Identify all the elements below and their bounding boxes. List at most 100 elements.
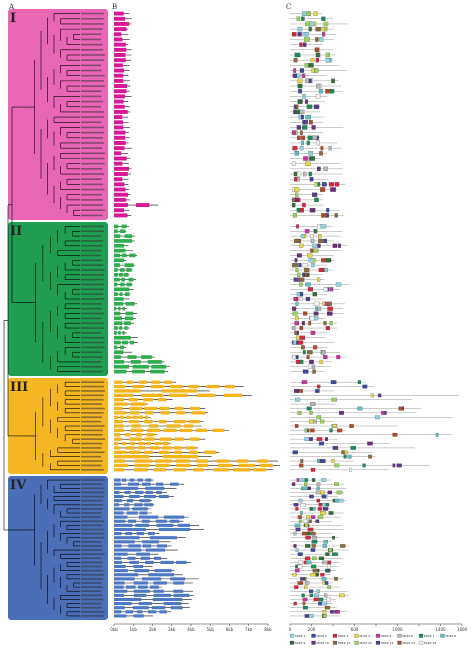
- motif-box: [302, 601, 306, 606]
- motif-box: [313, 311, 319, 316]
- exon: [114, 614, 127, 618]
- exon: [114, 585, 124, 589]
- motif-box: [293, 544, 297, 548]
- exon: [139, 511, 148, 515]
- exon: [138, 380, 148, 384]
- motif-box: [323, 355, 328, 360]
- motif-box: [299, 335, 306, 340]
- motif-box: [362, 384, 368, 389]
- exon: [163, 602, 182, 606]
- exon: [134, 503, 143, 507]
- motif-box: [347, 454, 352, 459]
- legend-label: Motif 10: [317, 641, 329, 645]
- axis-tick-label: 0kb: [110, 627, 118, 632]
- motif-box: [299, 359, 304, 364]
- exon: [196, 393, 216, 397]
- motif-box: [316, 486, 320, 491]
- exon: [114, 109, 128, 114]
- exon: [114, 224, 119, 229]
- axis-tick-label: 1600: [457, 627, 468, 632]
- motif-box: [296, 224, 299, 229]
- exon: [133, 589, 150, 593]
- exon: [154, 441, 162, 446]
- motif-box: [305, 282, 311, 287]
- exon: [131, 424, 141, 428]
- legend-swatch: [418, 640, 424, 645]
- exon: [114, 99, 124, 104]
- motif-box: [326, 597, 331, 602]
- motif-box: [435, 432, 439, 437]
- motif-box: [308, 26, 312, 32]
- motif-box: [293, 68, 297, 73]
- exon: [130, 360, 141, 364]
- motif-box: [313, 419, 317, 424]
- exon: [114, 602, 132, 606]
- motif-box: [320, 419, 325, 424]
- exon: [121, 340, 128, 345]
- motif-box: [339, 593, 345, 598]
- gene-label: [81, 420, 102, 423]
- exon: [114, 419, 123, 424]
- legend-label: Motif 4: [360, 634, 370, 638]
- motif-box: [330, 89, 335, 94]
- motif-box: [297, 135, 301, 140]
- motif-box: [309, 359, 314, 364]
- exon: [114, 161, 123, 166]
- exon: [133, 468, 148, 472]
- motif-box: [326, 208, 330, 213]
- motif-box: [307, 350, 313, 355]
- motif-box: [344, 450, 348, 455]
- motif-box: [329, 428, 333, 433]
- exon: [114, 172, 128, 176]
- motif-box: [299, 145, 304, 151]
- exon: [114, 156, 127, 161]
- motif-box: [313, 11, 318, 16]
- motif-box: [392, 463, 396, 468]
- exon: [125, 585, 136, 589]
- motif-box: [301, 593, 305, 598]
- gene-label: [81, 28, 103, 30]
- motif-box: [318, 601, 322, 606]
- exon: [150, 384, 164, 389]
- exon: [114, 577, 135, 581]
- exon: [149, 424, 159, 428]
- gene-label: [81, 503, 104, 506]
- motif-box: [322, 610, 327, 614]
- motif-box: [305, 32, 309, 37]
- motif-box: [323, 166, 328, 172]
- exon: [126, 268, 132, 272]
- exon: [114, 151, 122, 156]
- motif-box: [349, 467, 352, 472]
- exon: [159, 450, 170, 454]
- motif-box: [296, 335, 300, 340]
- motif-box: [305, 535, 311, 540]
- exon: [128, 419, 139, 424]
- legend-label: Motif 13: [381, 641, 393, 645]
- gene-label: [81, 235, 102, 237]
- motif-box: [315, 47, 320, 52]
- exon: [162, 441, 169, 446]
- exon: [137, 585, 148, 589]
- motif-box: [335, 282, 342, 287]
- exon: [174, 437, 185, 441]
- motif-box: [315, 490, 322, 495]
- motif-box: [295, 389, 299, 393]
- gene-label: [81, 131, 104, 134]
- motif-box: [298, 498, 303, 503]
- gene-label: [81, 361, 102, 363]
- exon: [114, 104, 125, 109]
- motif-box: [299, 130, 303, 135]
- motif-box: [309, 507, 313, 511]
- motif-box: [298, 519, 302, 523]
- exon: [114, 63, 123, 68]
- gene-label: [81, 95, 102, 98]
- gene-label: [81, 370, 103, 373]
- motif-box: [308, 258, 315, 263]
- motif-box: [302, 263, 308, 268]
- legend-swatch: [375, 640, 381, 645]
- exon: [114, 331, 117, 335]
- motif-box: [299, 325, 304, 331]
- exon: [146, 433, 155, 437]
- motif-box: [293, 213, 297, 218]
- gene-label: [81, 356, 103, 358]
